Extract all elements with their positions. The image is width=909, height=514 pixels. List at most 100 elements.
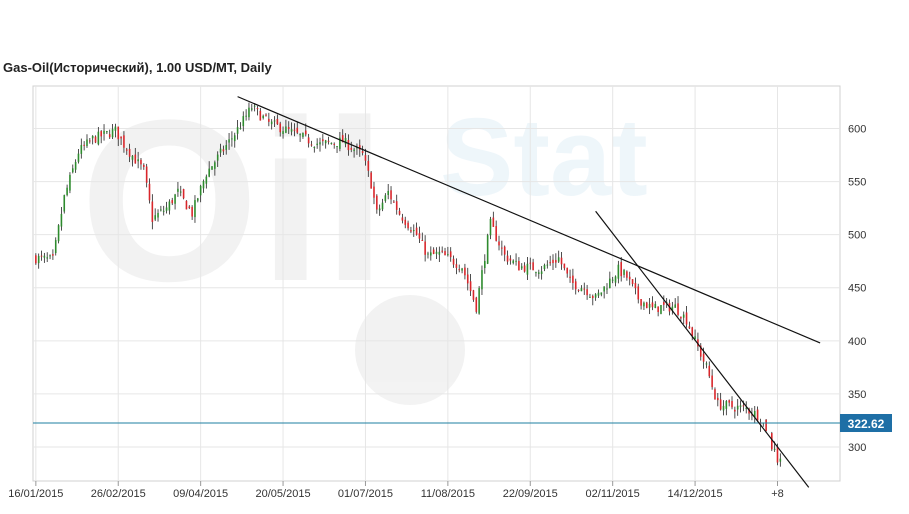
candle-body [535, 272, 537, 274]
candle-body [526, 263, 529, 275]
watermark-text: Oil [80, 72, 387, 329]
candle-body [358, 145, 361, 150]
candle-body [171, 200, 174, 204]
candle-body [245, 115, 247, 117]
candle-body [566, 267, 569, 274]
candle-body [60, 213, 63, 227]
candle-body [322, 139, 324, 142]
candle-body [268, 118, 270, 122]
candle-body [128, 148, 131, 157]
candle-body [57, 225, 60, 242]
candle-body [344, 137, 347, 145]
candle-body [74, 161, 77, 170]
candle-body [253, 105, 256, 107]
candle-body [742, 405, 745, 407]
candle-body [108, 134, 111, 138]
candle-body [719, 399, 722, 410]
candle-body [86, 139, 88, 146]
candle-body [52, 254, 54, 256]
candle-body [214, 162, 216, 169]
candle-body [427, 253, 429, 255]
candle-body [293, 129, 296, 131]
candle-body [299, 134, 301, 136]
candle-body [438, 251, 441, 255]
current-price-label: 322.62 [848, 417, 885, 431]
candle-body [319, 142, 321, 145]
candle-body [205, 176, 208, 184]
candle-body [250, 108, 253, 110]
candle-body [387, 190, 389, 196]
candle-body [594, 294, 597, 298]
candle-body [412, 229, 415, 232]
watermark-drop [355, 295, 465, 405]
candle-body [415, 227, 418, 235]
candle-body [123, 135, 125, 148]
candle-body [731, 401, 733, 408]
candle-body [194, 200, 196, 218]
candle-body [660, 304, 662, 314]
candle-body [617, 264, 620, 279]
candle-body [699, 345, 702, 357]
candle-body [282, 131, 284, 135]
candle-body [49, 255, 51, 257]
candle-body [435, 251, 438, 254]
candle-body [452, 258, 455, 265]
candle-body [424, 241, 426, 255]
candle-body [663, 302, 665, 305]
candle-body [63, 195, 66, 212]
candle-body [589, 296, 591, 298]
candle-body [185, 200, 188, 210]
candle-body [106, 131, 108, 133]
candle-body [228, 139, 230, 143]
candle-body [100, 131, 102, 137]
watermark-side-text: Stat [440, 96, 648, 219]
x-tick-label: 16/01/2015 [8, 488, 63, 500]
y-tick-label: 600 [848, 123, 866, 135]
candle-body [77, 153, 80, 162]
candle-body [165, 207, 168, 211]
candle-body [157, 212, 159, 218]
candle-body [671, 306, 674, 311]
candle-body [259, 110, 262, 121]
candle-body [492, 217, 495, 227]
candle-body [313, 147, 316, 149]
candle-body [725, 401, 728, 409]
candle-body [580, 288, 583, 292]
candle-body [225, 145, 228, 150]
candle-body [37, 255, 40, 264]
candle-body [421, 239, 424, 241]
candle-body [80, 144, 83, 154]
candle-body [779, 458, 782, 462]
candle-body [657, 306, 659, 313]
candle-body [296, 127, 299, 133]
candle-body [572, 275, 574, 283]
candle-body [154, 215, 156, 220]
candle-body [336, 145, 338, 147]
candle-body [285, 126, 287, 133]
candle-body [717, 397, 719, 401]
candle-body [390, 190, 392, 200]
candle-body [549, 262, 551, 264]
candle-body [765, 419, 767, 431]
candle-body [705, 363, 708, 365]
candle-body [111, 129, 114, 138]
candle-body [103, 130, 105, 134]
candle-body [71, 168, 74, 173]
candle-body [583, 288, 586, 290]
candle-body [188, 206, 191, 209]
candle-body [69, 174, 71, 191]
candle-body [208, 168, 210, 177]
candle-body [333, 143, 336, 145]
candle-body [776, 446, 779, 463]
candle-body [637, 286, 640, 300]
candle-body [640, 299, 642, 306]
x-tick-label: +8 [771, 488, 784, 500]
x-tick-label: 01/07/2015 [338, 488, 393, 500]
candle-body [381, 202, 384, 210]
candle-body [373, 186, 375, 198]
candle-body [591, 295, 594, 299]
candle-body [614, 276, 617, 283]
candle-body [151, 201, 154, 222]
candle-body [552, 259, 554, 264]
